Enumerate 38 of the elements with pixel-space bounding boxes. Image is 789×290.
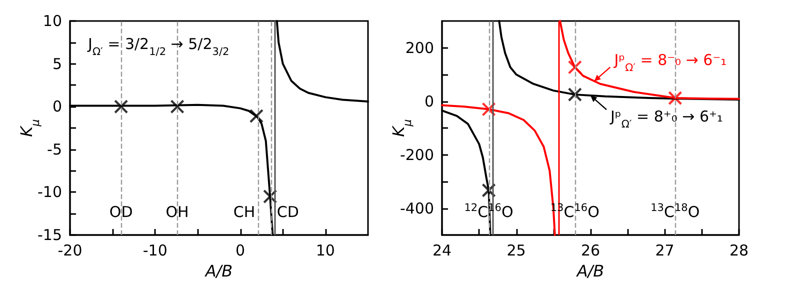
y-tick-label: 5 (52, 54, 62, 73)
annotation: J$_{Ω′}$ = 3/2$_{1/2}$ → 5/2$_{3/2}$ (87, 35, 230, 58)
ref-line-label: $^{13}$C$^{18}$O (650, 202, 700, 221)
ref-line-label: OD (109, 203, 133, 221)
x-tick-label: 25 (506, 242, 526, 260)
y-tick-label: 0 (52, 98, 62, 116)
y-tick-label: -200 (400, 146, 434, 164)
point (482, 102, 496, 116)
x-tick-label: 26 (580, 242, 600, 260)
ref-line-label: CD (276, 203, 299, 221)
y-tick-label: 200 (405, 38, 434, 57)
point (262, 189, 278, 204)
y-tick-label: -10 (38, 183, 62, 202)
point (114, 100, 128, 114)
point (249, 108, 264, 124)
point (170, 100, 184, 114)
y-tick-label: -5 (47, 140, 62, 158)
x-tick-label: -10 (142, 242, 168, 260)
x-axis-title: A/B (204, 261, 233, 280)
x-tick-label: 27 (655, 242, 674, 260)
x-tick-label: 28 (729, 242, 749, 260)
x-tick-label: 0 (236, 242, 246, 260)
point (568, 60, 582, 74)
annotation: Jᵖ$_{Ω′}$ = 8⁺₀ → 6⁺₁ (610, 108, 723, 131)
point (668, 90, 682, 106)
point (482, 183, 496, 198)
y-tick-label: -400 (400, 199, 434, 218)
ref-line-label: CH (233, 203, 256, 221)
x-tick-label: 24 (432, 242, 452, 260)
y-tick-label: -15 (38, 226, 62, 244)
ref-line-label: OH (166, 203, 189, 221)
x-tick-label: 10 (316, 242, 335, 260)
x-axis-title: A/B (576, 261, 604, 280)
x-tick-label: -20 (58, 242, 82, 260)
point (568, 87, 582, 102)
y-tick-label: 10 (42, 12, 62, 30)
annotation: Jᵖ$_{Ω′}$ = 8⁻₀ → 6⁻₁ (613, 51, 727, 74)
y-tick-label: 0 (424, 92, 434, 110)
